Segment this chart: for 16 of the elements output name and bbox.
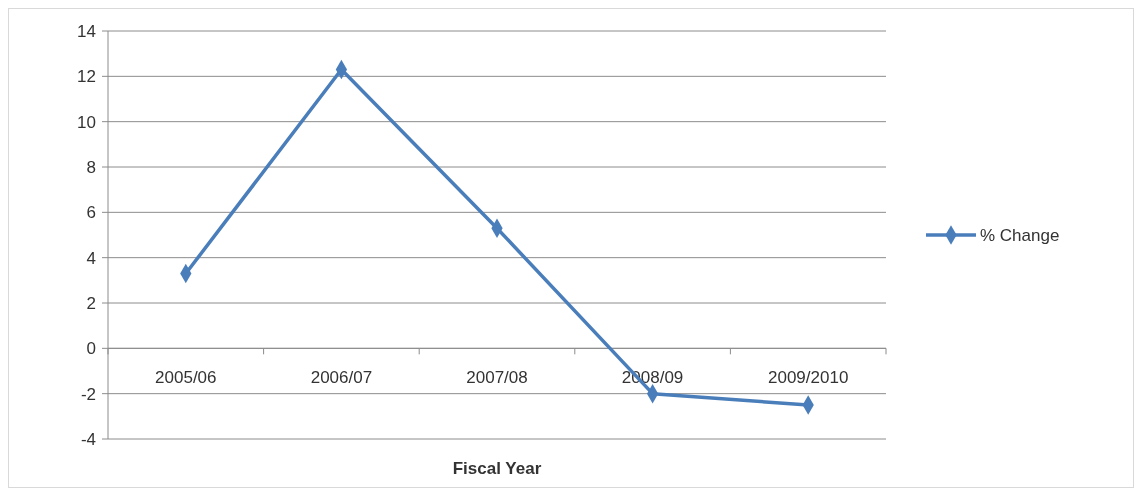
y-tick-label: 14 [77,21,96,41]
x-tick-label: 2005/06 [155,368,217,388]
x-axis-title: Fiscal Year [452,459,542,478]
y-tick-label: -4 [80,429,96,449]
y-tick-label: -2 [80,384,96,404]
y-tick-label: 4 [86,248,96,268]
y-tick-label: 6 [86,203,96,223]
y-tick-label: 10 [77,112,96,132]
y-tick-label: 2 [86,293,96,313]
x-tick-label: 2006/07 [310,368,373,388]
y-tick-label: 0 [86,339,96,359]
y-tick-label: 12 [77,67,96,87]
legend-label: % Change [980,225,1060,245]
y-tick-label: 8 [86,157,96,177]
x-tick-label: 2009/2010 [768,368,849,388]
x-tick-label: 2007/08 [466,368,528,388]
